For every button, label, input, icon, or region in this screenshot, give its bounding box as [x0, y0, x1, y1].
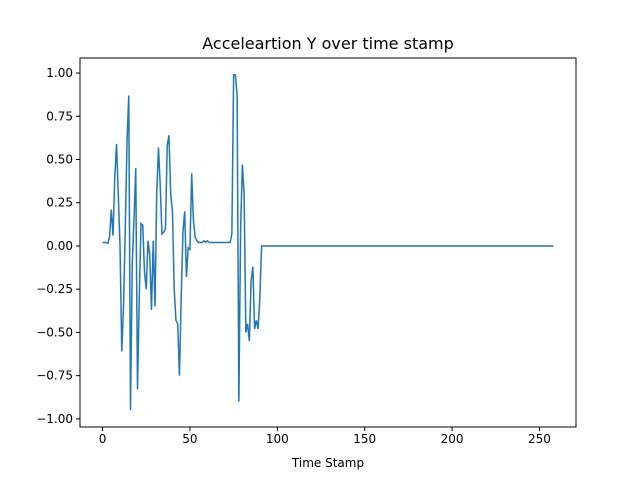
x-axis-label: Time Stamp: [291, 456, 364, 470]
axes-frame: [79, 57, 577, 428]
x-tick-label: 250: [528, 432, 551, 446]
y-tick-label: −1.00: [36, 412, 73, 426]
x-tick-label: 50: [182, 432, 197, 446]
x-tick-label: 150: [353, 432, 376, 446]
x-tick-label: 100: [266, 432, 289, 446]
y-tick-label: 0.50: [46, 153, 73, 167]
y-tick-label: 0.25: [46, 196, 73, 210]
chart-title: Acceleartion Y over time stamp: [202, 34, 454, 53]
x-tick-label: 0: [99, 432, 107, 446]
y-tick-label: −0.75: [36, 369, 73, 383]
y-tick-label: −0.50: [36, 325, 73, 339]
x-tick-label: 200: [441, 432, 464, 446]
y-tick-label: 1.00: [46, 66, 73, 80]
data-line: [102, 74, 554, 411]
y-tick-label: −0.25: [36, 282, 73, 296]
y-tick-label: 0.00: [46, 239, 73, 253]
y-tick-label: 0.75: [46, 109, 73, 123]
